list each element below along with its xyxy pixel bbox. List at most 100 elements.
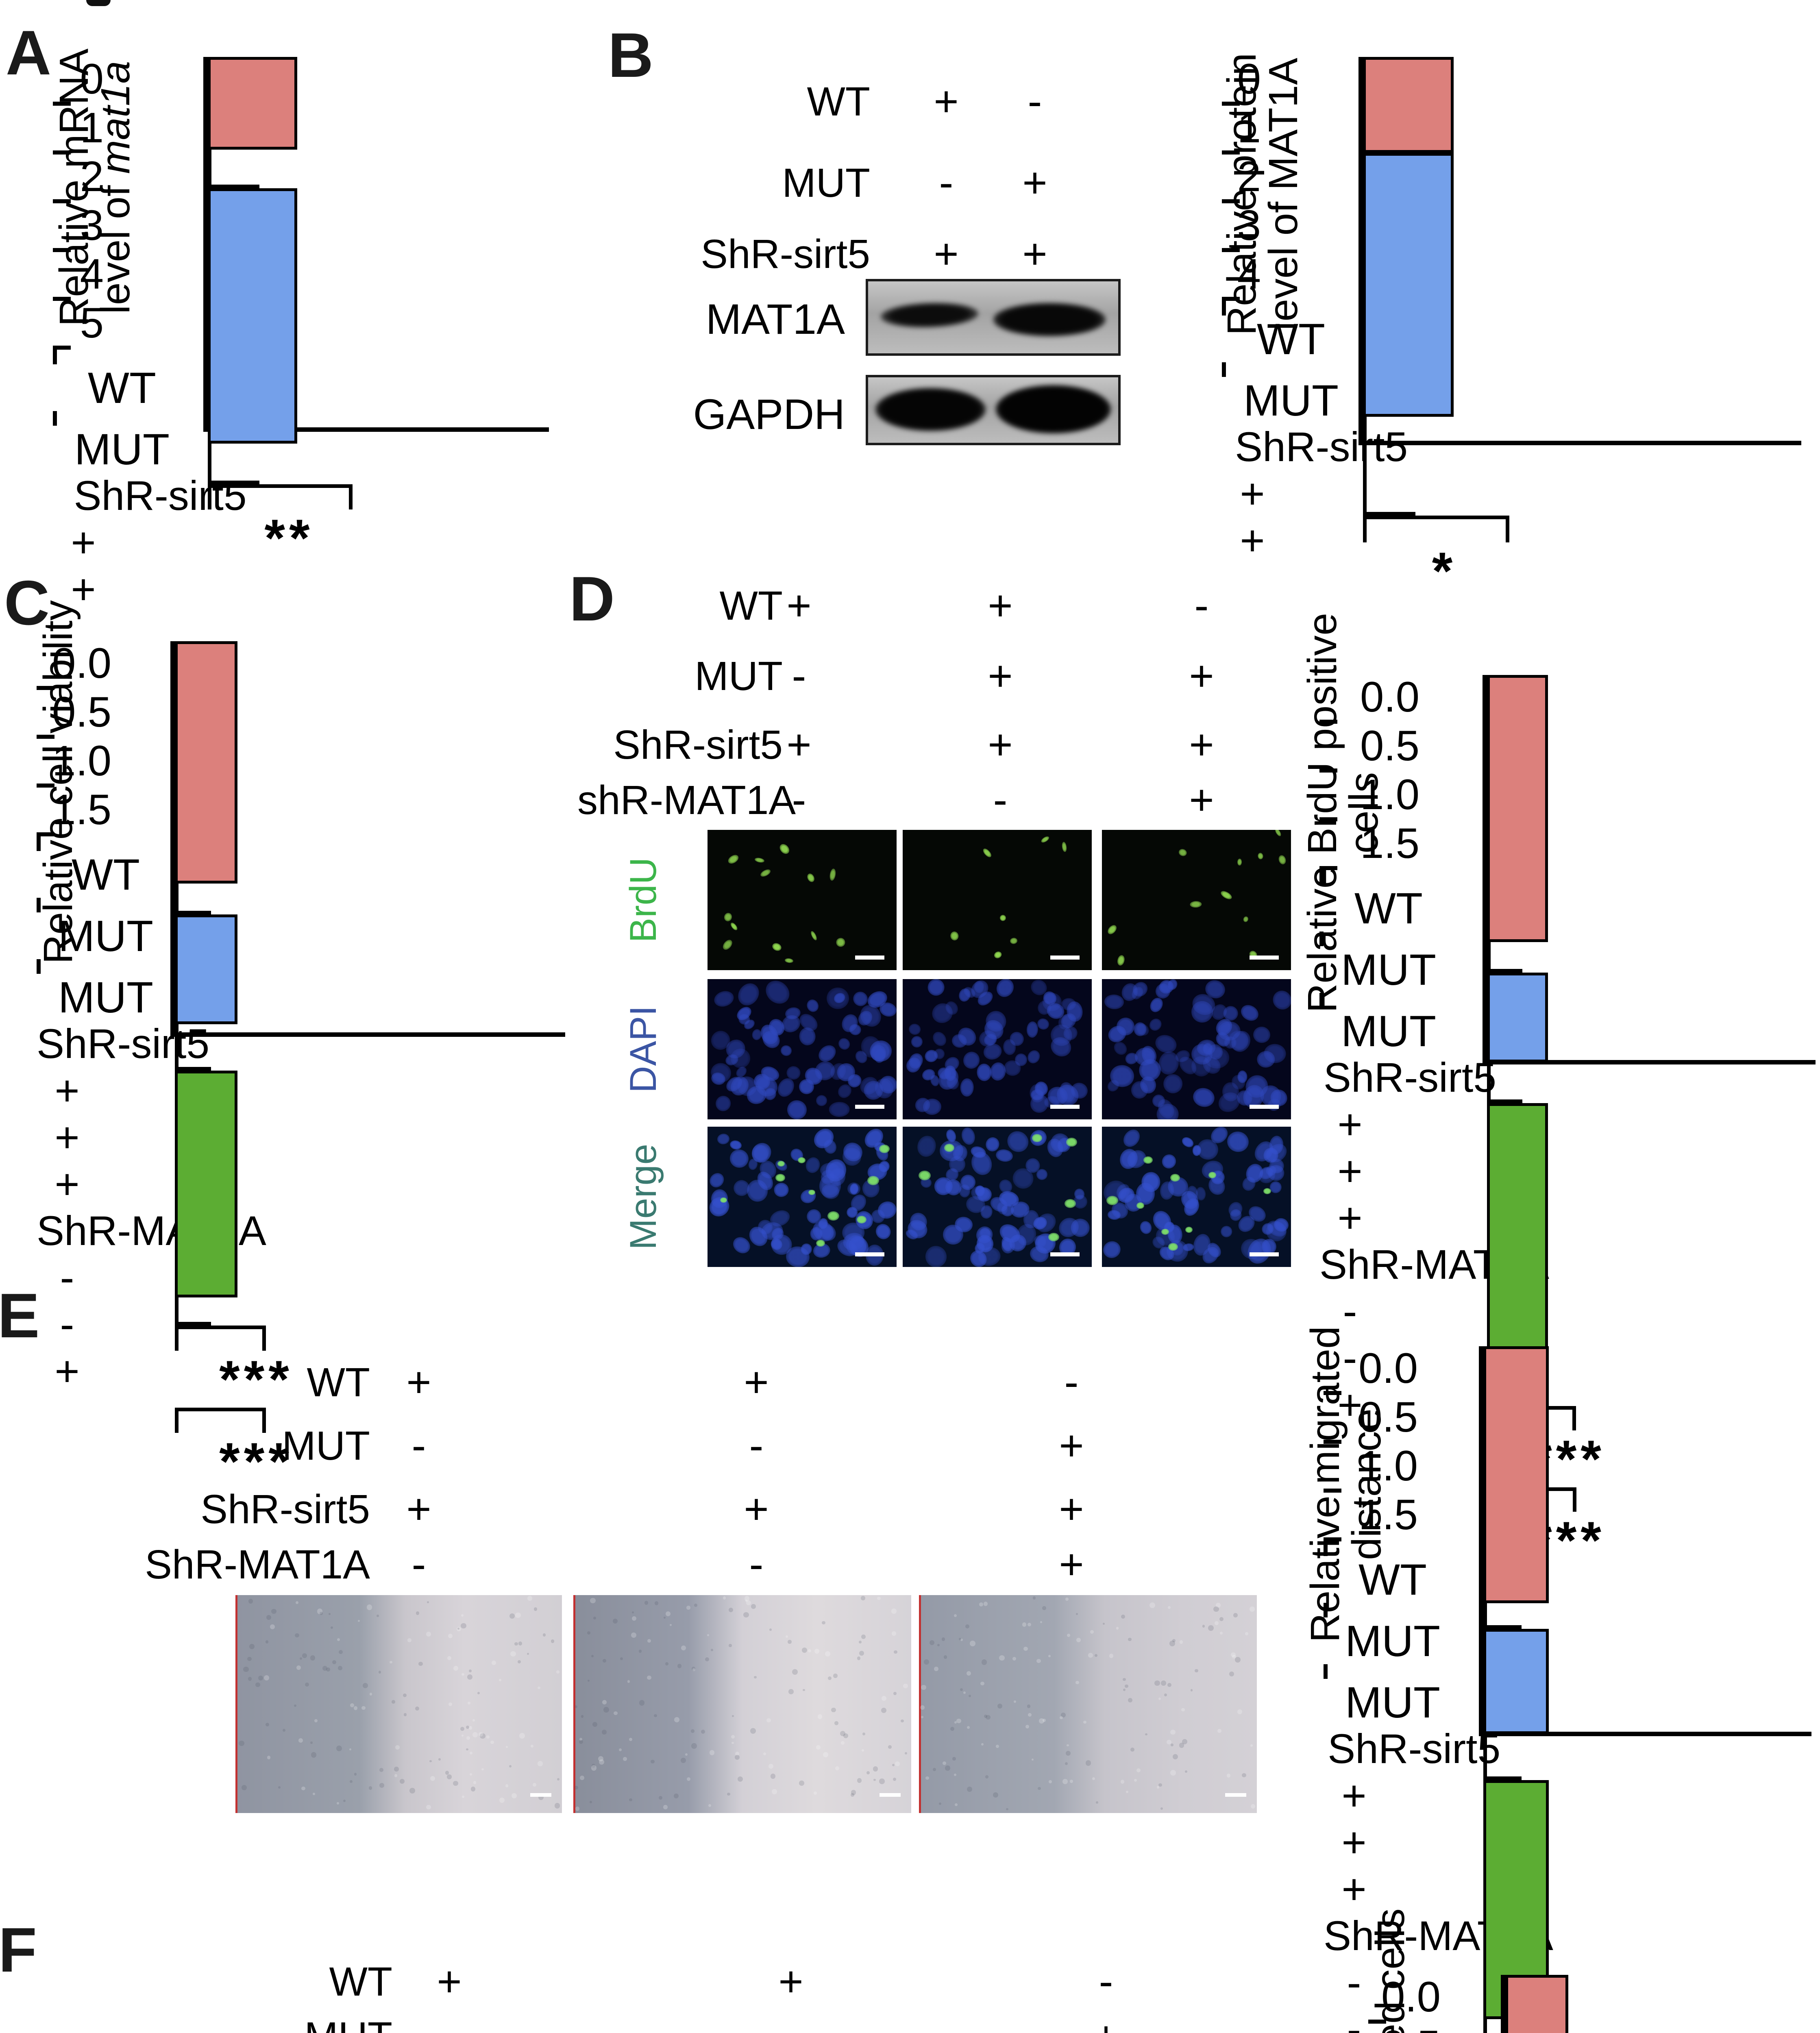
- texture-speckle: [587, 1631, 591, 1635]
- y-axis-title: Relative cell viability: [35, 600, 81, 1037]
- bar-mut-2: [1487, 1103, 1548, 1363]
- texture-speckle: [705, 1657, 709, 1662]
- texture-speckle: [510, 1651, 516, 1657]
- panel-b-protein-chart: Relative protein level of MAT1A 0 1 2 3 4 * WT MU…: [1219, 53, 1820, 638]
- texture-speckle: [1219, 1632, 1223, 1635]
- condition-symbol: +: [1341, 1865, 1367, 1913]
- nucleus: [1269, 1181, 1282, 1193]
- texture-speckle: [614, 1711, 618, 1715]
- condition-symbol: +: [1240, 470, 1265, 518]
- texture-speckle: [1088, 1653, 1093, 1658]
- bar-mut-2: [175, 1071, 237, 1297]
- condition-symbol: +: [1337, 1194, 1363, 1242]
- condition-symbol: -: [1343, 1288, 1357, 1335]
- texture-speckle: [477, 1692, 480, 1695]
- y-tick-label: 1.0: [1360, 771, 1419, 818]
- texture-speckle: [1092, 1777, 1095, 1781]
- bar-mut-1: [1363, 153, 1454, 417]
- error-bar-cap: [1483, 1625, 1522, 1629]
- y-axis-title: Relative migrated cells: [1367, 1909, 1413, 2033]
- texture-speckle: [302, 1653, 307, 1658]
- x-category-label: MUT: [1341, 1006, 1436, 1056]
- texture-speckle: [821, 1621, 825, 1625]
- texture-speckle: [591, 1654, 594, 1658]
- texture-speckle: [787, 1640, 792, 1644]
- condition-row-label: ShR-sirt5: [37, 1021, 210, 1067]
- texture-speckle: [840, 1741, 845, 1745]
- texture-speckle: [575, 1705, 578, 1709]
- error-bar-cap: [1483, 1776, 1522, 1780]
- texture-speckle: [1215, 1621, 1219, 1626]
- texture-speckle: [249, 1644, 255, 1650]
- texture-speckle: [575, 1807, 580, 1811]
- error-bar-cap: [175, 911, 211, 915]
- x-category-label: MUT: [1341, 945, 1436, 994]
- texture-speckle: [744, 1596, 749, 1601]
- texture-speckle: [1164, 1693, 1167, 1697]
- y-axis-title-line: Relative cell viability: [35, 600, 81, 964]
- texture-speckle: [937, 1644, 940, 1647]
- x-category-label: WT: [1257, 314, 1325, 364]
- texture-speckle: [1066, 1751, 1071, 1756]
- texture-speckle: [1156, 1786, 1160, 1789]
- texture-speckle: [514, 1642, 518, 1646]
- texture-speckle: [743, 1612, 749, 1618]
- micrograph-dapi-3: [1102, 979, 1291, 1119]
- bar-wt-0: [1363, 57, 1454, 153]
- texture-speckle: [993, 1792, 999, 1798]
- texture-speckle: [403, 1713, 407, 1716]
- texture-speckle: [920, 1705, 925, 1710]
- error-bar-line: [1483, 2019, 1487, 2033]
- texture-speckle: [311, 1752, 317, 1758]
- condition-symbol: +: [1341, 1819, 1367, 1866]
- y-tick: [37, 735, 54, 739]
- texture-speckle: [601, 1729, 607, 1735]
- x-tick: [53, 411, 57, 426]
- condition-symbol: -: [792, 776, 806, 824]
- texture-speckle: [924, 1659, 930, 1665]
- y-axis-title-line: Relative BrdU positive cells: [1299, 613, 1387, 1013]
- condition-symbol: +: [54, 1067, 80, 1114]
- scale-bar: [1225, 1793, 1246, 1797]
- chart-plot-area: *: [1358, 57, 1801, 599]
- green-cell: [1277, 854, 1287, 866]
- green-cell: [1048, 1233, 1059, 1242]
- texture-speckle: [857, 1778, 862, 1783]
- texture-speckle: [574, 1785, 578, 1790]
- texture-speckle: [1230, 1652, 1236, 1657]
- panel-label-d: D: [569, 564, 615, 634]
- texture-speckle: [456, 1626, 462, 1631]
- texture-speckle: [467, 1674, 473, 1680]
- texture-speckle: [799, 1781, 804, 1786]
- texture-speckle: [894, 1650, 897, 1654]
- texture-speckle: [579, 1739, 583, 1744]
- texture-speckle: [858, 1640, 862, 1644]
- condition-symbol: +: [988, 652, 1013, 700]
- texture-speckle: [943, 1655, 947, 1659]
- texture-speckle: [631, 1611, 634, 1614]
- texture-speckle: [735, 1755, 740, 1760]
- texture-speckle: [651, 1759, 655, 1764]
- texture-speckle: [466, 1736, 470, 1740]
- texture-speckle: [1179, 1640, 1183, 1644]
- y-tick-label: 0.5: [52, 688, 111, 736]
- scale-bar: [855, 1252, 884, 1256]
- texture-speckle: [674, 1793, 679, 1798]
- texture-speckle: [337, 1638, 340, 1641]
- texture-speckle: [486, 1735, 490, 1739]
- green-cell: [1168, 1243, 1178, 1251]
- texture-speckle: [332, 1660, 337, 1664]
- texture-speckle: [472, 1719, 475, 1722]
- texture-speckle: [873, 1766, 878, 1772]
- nucleus: [1237, 1070, 1247, 1083]
- texture-speckle: [843, 1733, 849, 1739]
- texture-speckle: [709, 1750, 715, 1755]
- texture-speckle: [336, 1802, 339, 1804]
- texture-speckle: [893, 1777, 897, 1781]
- texture-speckle: [1126, 1790, 1129, 1794]
- texture-speckle: [639, 1700, 645, 1706]
- bar-wt-0: [1487, 675, 1548, 942]
- panel-label-e: E: [0, 1280, 40, 1351]
- error-bar-cap: [1487, 969, 1523, 973]
- condition-symbol: +: [1189, 652, 1214, 700]
